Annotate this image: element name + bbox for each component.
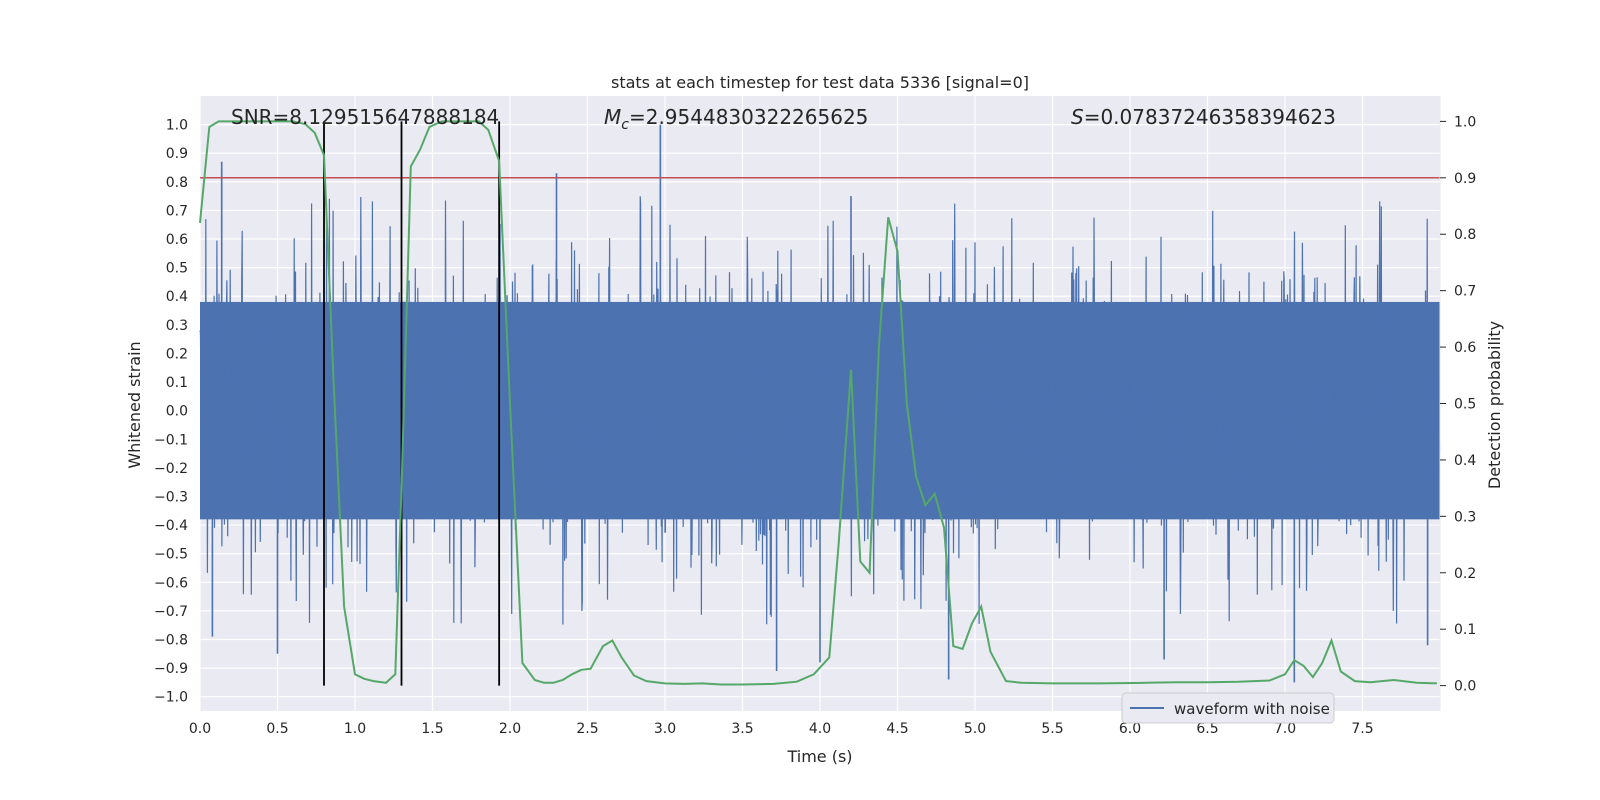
x-tick-label: 5.5 [1041, 721, 1063, 737]
y-left-tick-label: 0.5 [166, 261, 188, 277]
x-tick-label: 6.5 [1196, 721, 1218, 737]
x-tick-label: 4.5 [886, 721, 908, 737]
y-right-tick-label: 0.9 [1454, 171, 1476, 187]
y-right-tick-label: 1.0 [1454, 114, 1476, 130]
legend-label-waveform: waveform with noise [1174, 700, 1330, 718]
y-right-tick-label: 0.5 [1454, 397, 1476, 413]
y-left-tick-label: 0.2 [166, 346, 188, 362]
y-left-tick-label: 0.7 [166, 203, 188, 219]
snr-annotation: SNR=8.129515647888184 [231, 105, 499, 129]
x-tick-label: 7.5 [1351, 721, 1373, 737]
x-tick-label: 2.0 [499, 721, 521, 737]
mc-value: =2.9544830322265625 [629, 105, 868, 129]
y-left-tick-label: −0.7 [154, 604, 188, 620]
s-symbol: S [1071, 105, 1084, 129]
waveform-line [199, 196, 1441, 625]
y-left-tick-label: −0.4 [154, 518, 188, 534]
y-left-tick-label: −0.3 [154, 489, 188, 505]
y-left-tick-label: −0.8 [154, 632, 188, 648]
y-left-tick-label: 0.8 [166, 175, 188, 191]
probability-line [199, 120, 1437, 686]
y-left-tick-label: −1.0 [154, 690, 188, 706]
y-right-tick-label: 0.8 [1454, 227, 1476, 243]
s-annotation: S=0.07837246358394623 [1071, 105, 1336, 129]
y-right-tick-label: 0.4 [1454, 453, 1476, 469]
y-left-tick-label: −0.6 [154, 575, 188, 591]
x-axis-ticks: 0.0 0.5 1.0 1.5 2.0 2.5 3.0 3.5 4.0 4.5 5.0 5.5 6.0 6… [189, 721, 1374, 737]
y-left-tick-label: 1.0 [166, 118, 188, 134]
y-left-tick-label: 0.9 [166, 146, 188, 162]
y-left-tick-label: −0.9 [154, 661, 188, 677]
x-axis-label: Time (s) [786, 747, 852, 766]
y-right-tick-label: 0.1 [1454, 622, 1476, 638]
y-left-tick-label: −0.5 [154, 547, 188, 563]
y-left-tick-label: 0.6 [166, 232, 188, 248]
x-tick-label: 7.0 [1274, 721, 1296, 737]
y-right-tick-label: 0.7 [1454, 284, 1476, 300]
x-tick-label: 1.0 [344, 721, 366, 737]
y-right-tick-label: 0.2 [1454, 566, 1476, 582]
y-right-tick-label: 0.6 [1454, 340, 1476, 356]
mc-subscript: c [621, 117, 629, 133]
y-left-tick-label: −0.2 [154, 461, 188, 477]
y-right-tick-label: 0.3 [1454, 509, 1476, 525]
y-left-tick-label: 0.3 [166, 318, 188, 334]
x-tick-label: 3.0 [654, 721, 676, 737]
x-tick-label: 3.5 [731, 721, 753, 737]
x-tick-label: 5.0 [964, 721, 986, 737]
x-tick-label: 0.5 [266, 721, 288, 737]
x-tick-label: 2.5 [576, 721, 598, 737]
y-left-tick-label: 0.0 [166, 404, 188, 420]
legend-box [1121, 692, 1335, 724]
left-axis-label: Whitened strain [125, 341, 144, 468]
left-axis-ticks: −1.0 −0.9 −0.8 −0.7 −0.6 −0.5 −0.4 −0.3 −0.2 −0.1… [154, 118, 188, 706]
chart-title: stats at each timestep for test data 533… [611, 73, 1029, 92]
legend: waveform with noise [1121, 692, 1335, 724]
x-tick-label: 0.0 [189, 721, 211, 737]
y-left-tick-label: −0.1 [154, 432, 188, 448]
y-left-tick-label: 0.1 [166, 375, 188, 391]
x-tick-label: 4.0 [809, 721, 831, 737]
y-right-tick-label: 0.0 [1454, 679, 1476, 695]
s-value: =0.07837246358394623 [1084, 105, 1336, 129]
right-axis-ticks: 0.0 0.1 0.2 0.3 0.4 0.5 0.6 0.7 0.8 0.9 1.0 [1440, 114, 1476, 695]
probability-series [199, 120, 1437, 686]
right-axis-label: Detection probability [1485, 321, 1504, 489]
x-tick-label: 1.5 [421, 721, 443, 737]
mc-symbol: M [604, 105, 621, 129]
x-tick-label: 6.0 [1119, 721, 1141, 737]
y-left-tick-label: 0.4 [166, 289, 188, 305]
mc-annotation: Mc=2.9544830322265625 [604, 105, 868, 133]
